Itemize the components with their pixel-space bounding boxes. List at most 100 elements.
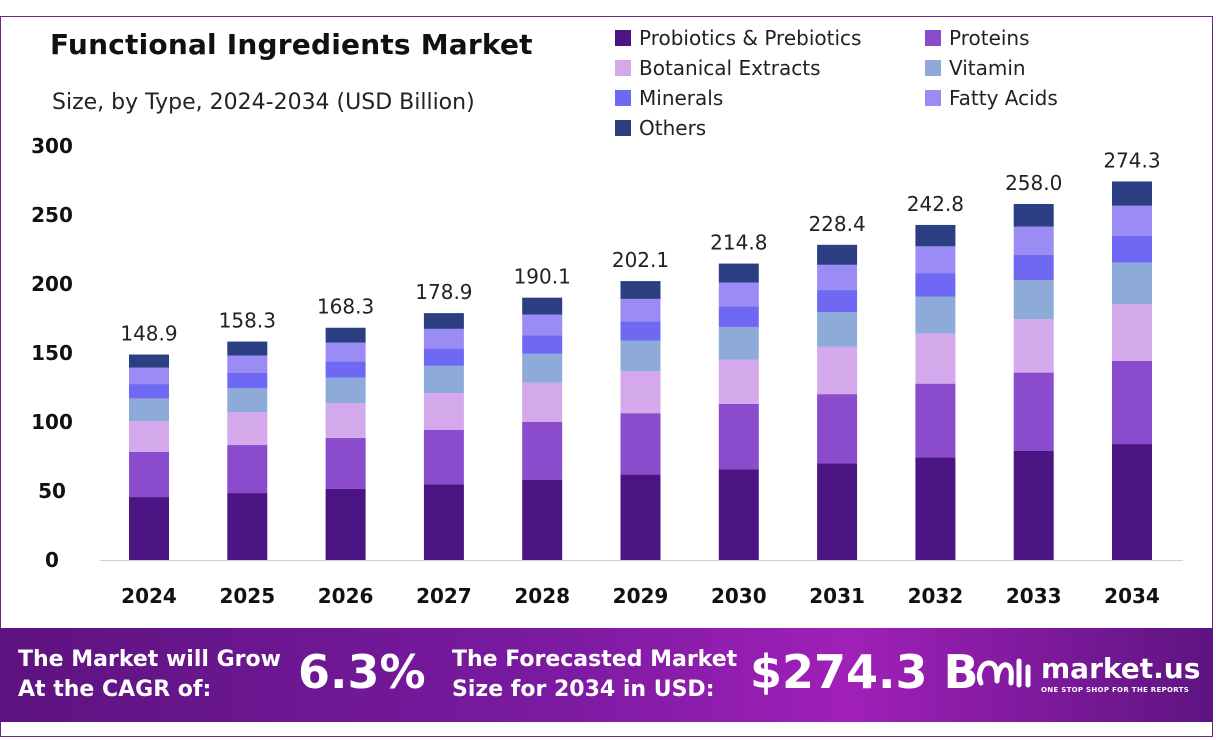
bar-segment (1013, 255, 1054, 280)
bar-segment (718, 282, 759, 307)
bar-total-label: 190.1 (514, 265, 571, 289)
bar-segment (718, 403, 759, 470)
bar-segment (817, 312, 858, 347)
x-tick-label: 2026 (318, 584, 374, 608)
bar-segment (129, 398, 169, 422)
bar-segment (1013, 319, 1054, 373)
bar-total-label: 242.8 (907, 192, 964, 216)
legend-swatch (615, 90, 631, 106)
bar-segment (620, 281, 661, 299)
bar-segment (325, 488, 366, 560)
bar-segment (620, 371, 661, 414)
y-tick-label: 100 (31, 410, 73, 434)
bar-segment (227, 412, 268, 446)
bar-segment (620, 321, 661, 341)
bar-segment (325, 403, 366, 438)
bar-segment (915, 246, 956, 274)
legend-item: Botanical Extracts (615, 53, 821, 83)
bar-segment (1112, 304, 1152, 361)
bar-total-label: 202.1 (612, 248, 669, 272)
bar-total-label: 258.0 (1005, 171, 1062, 195)
bar-segment (1112, 205, 1152, 236)
chart-frame (0, 16, 1213, 737)
bar-segment (325, 361, 366, 378)
bar-segment (1013, 372, 1054, 451)
y-tick-label: 250 (31, 203, 73, 227)
bar-segment (817, 346, 858, 395)
bar-total-label: 214.8 (710, 231, 767, 255)
brand-tagline: ONE STOP SHOP FOR THE REPORTS (1041, 686, 1190, 694)
bar-segment (1013, 203, 1054, 227)
y-tick-label: 150 (31, 341, 73, 365)
legend-item: Others (615, 113, 706, 143)
bar-segment (423, 393, 464, 431)
legend-item: Vitamin (925, 53, 1026, 83)
bar-segment (718, 469, 759, 560)
bar-segment (915, 224, 956, 247)
legend-label: Botanical Extracts (639, 56, 821, 80)
bar-segment (817, 394, 858, 464)
bar-segment (620, 340, 661, 372)
bar-segment (522, 335, 563, 354)
bar-segment (129, 451, 169, 498)
bar-segment (423, 313, 464, 329)
bar-total-label: 178.9 (415, 280, 472, 304)
market-us-logo-icon (976, 658, 1031, 688)
legend-swatch (615, 120, 631, 136)
bar-segment (423, 365, 464, 394)
brand-name: market.us (1041, 652, 1201, 685)
bar-segment (620, 474, 661, 560)
x-tick-label: 2029 (613, 584, 669, 608)
bar-segment (522, 353, 563, 383)
legend-label: Others (639, 116, 707, 140)
x-tick-label: 2030 (711, 584, 767, 608)
bar-segment (1112, 262, 1152, 305)
legend-item: Proteins (925, 23, 1030, 53)
y-tick-label: 200 (31, 272, 73, 296)
x-tick-label: 2034 (1104, 584, 1160, 608)
bar-segment (1112, 235, 1152, 263)
legend-label: Minerals (639, 86, 724, 110)
bar-segment (227, 355, 268, 374)
legend-swatch (925, 90, 941, 106)
bar-segment (227, 373, 268, 389)
bar-segment (817, 463, 858, 560)
bar-total-label: 228.4 (808, 212, 865, 236)
legend-swatch (615, 60, 631, 76)
bar-segment (1112, 360, 1152, 445)
bar-segment (423, 328, 464, 349)
bar-segment (423, 484, 464, 560)
bar-segment (522, 297, 563, 315)
brand-logo: market.us ONE STOP SHOP FOR THE REPORTS (975, 648, 1205, 698)
bar-segment (915, 333, 956, 384)
forecast-caption: The Forecasted Market Size for 2034 in U… (452, 645, 737, 705)
x-tick-label: 2032 (908, 584, 964, 608)
legend-label: Proteins (949, 26, 1030, 50)
forecast-caption-line2: Size for 2034 in USD: (452, 677, 715, 702)
legend-label: Vitamin (949, 56, 1026, 80)
bar-segment (325, 437, 366, 489)
bar-segment (129, 497, 169, 560)
bar-segment (718, 263, 759, 283)
bar-total-label: 158.3 (219, 309, 276, 333)
bar-total-label: 148.9 (120, 322, 177, 346)
x-tick-label: 2025 (219, 584, 275, 608)
bar-segment (325, 327, 366, 343)
bar-segment (817, 244, 858, 265)
bar-segment (129, 367, 169, 385)
cagr-caption-line2: At the CAGR of: (18, 677, 212, 702)
chart-subtitle: Size, by Type, 2024-2034 (USD Billion) (52, 90, 475, 115)
bar-segment (227, 388, 268, 413)
bar-segment (325, 342, 366, 362)
cagr-caption: The Market will Grow At the CAGR of: (18, 645, 281, 705)
x-tick-label: 2024 (121, 584, 177, 608)
legend-label: Fatty Acids (949, 86, 1058, 110)
y-tick-label: 0 (45, 548, 59, 572)
bar-segment (1013, 450, 1054, 560)
bar-segment (129, 421, 169, 452)
bar-segment (817, 264, 858, 291)
bar-segment (522, 382, 563, 422)
bar-segment (620, 413, 661, 475)
bar-segment (227, 341, 268, 356)
cagr-value: 6.3% (298, 645, 426, 699)
